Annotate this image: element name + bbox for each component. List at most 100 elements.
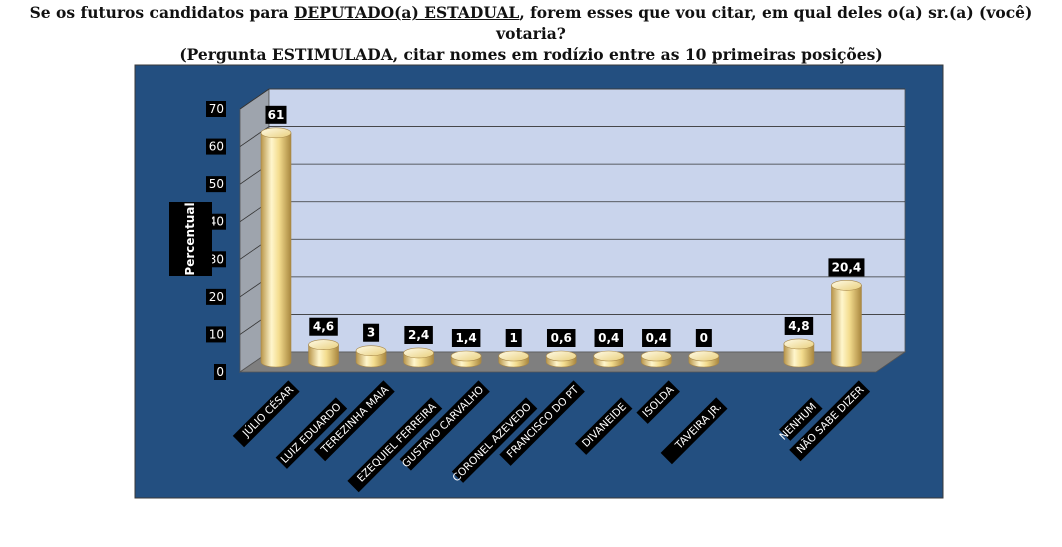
y-tick-label-bg bbox=[206, 138, 226, 155]
y-tick-label: 60 bbox=[209, 140, 224, 154]
y-tick-label: 70 bbox=[209, 102, 224, 116]
x-tick-label-bg bbox=[660, 397, 728, 465]
data-label-text: 3 bbox=[367, 326, 375, 340]
y-tick-label-bg bbox=[214, 364, 226, 380]
data-label: 0,4 bbox=[594, 329, 624, 347]
bar-series bbox=[260, 127, 862, 368]
x-tick-label-bg bbox=[347, 397, 443, 493]
question-title: Se os futuros candidatos para DEPUTADO(a… bbox=[0, 2, 1062, 65]
y-tick-label-bg bbox=[206, 176, 226, 193]
data-label: 4,6 bbox=[309, 317, 338, 336]
bar bbox=[308, 339, 339, 368]
bar-cap bbox=[593, 350, 625, 362]
grid-lines bbox=[239, 88, 905, 335]
bar bbox=[450, 350, 482, 368]
data-label: 1,4 bbox=[451, 329, 481, 347]
data-label: 0,4 bbox=[642, 329, 671, 347]
bar-body bbox=[260, 132, 292, 368]
y-axis-title: Percentual bbox=[169, 202, 212, 276]
data-label-bg bbox=[546, 329, 576, 347]
y-tick-label-bg bbox=[206, 288, 226, 305]
data-label-text: 0,4 bbox=[646, 331, 667, 345]
x-tick-label-bg bbox=[232, 380, 300, 448]
data-label-bg bbox=[695, 329, 712, 347]
x-tick-label-bg bbox=[789, 380, 871, 462]
bar-cap bbox=[403, 347, 434, 359]
y-tick-label-bg bbox=[206, 101, 226, 117]
question-text-start: Se os futuros candidatos para bbox=[29, 3, 294, 22]
x-tick-label-bg bbox=[275, 397, 348, 469]
data-label-text: 0,6 bbox=[551, 331, 572, 345]
bar bbox=[831, 280, 862, 368]
data-label-bg bbox=[594, 329, 624, 347]
data-label-text: 61 bbox=[268, 108, 285, 122]
bar-cap bbox=[260, 127, 292, 139]
bar bbox=[260, 127, 292, 368]
data-label-bg bbox=[309, 317, 338, 336]
bar-cap bbox=[641, 350, 672, 362]
data-labels: 61 4,6 3 2,4 1,4 1 0,6 0,4 0,4 0 4,8 20,4 bbox=[265, 105, 865, 347]
x-tick-label-bg bbox=[399, 380, 490, 471]
bar-body bbox=[831, 285, 862, 368]
data-label-bg bbox=[784, 316, 814, 335]
bar bbox=[688, 350, 720, 368]
data-label-text: 20,4 bbox=[832, 260, 862, 274]
x-tick-label-bg bbox=[451, 397, 538, 483]
bar-cap bbox=[355, 345, 387, 357]
data-label: 0,6 bbox=[546, 329, 576, 347]
data-label-bg bbox=[828, 258, 865, 277]
bar-body bbox=[783, 343, 815, 368]
x-tick-label-bg bbox=[636, 380, 680, 424]
data-label-text: 0,4 bbox=[598, 331, 619, 345]
bar-cap bbox=[783, 338, 815, 350]
bar-cap bbox=[308, 339, 339, 351]
data-label-text: 1 bbox=[510, 331, 518, 345]
bar bbox=[641, 350, 672, 368]
question-text-emphasis: DEPUTADO(a) ESTADUAL bbox=[293, 3, 520, 22]
bar-body bbox=[308, 344, 339, 368]
question-text-end: , forem esses que vou citar, em qual del… bbox=[496, 3, 1033, 43]
data-label-bg bbox=[265, 105, 287, 124]
data-label: 2,4 bbox=[404, 325, 433, 344]
data-label: 0 bbox=[695, 329, 712, 347]
bar bbox=[593, 350, 625, 368]
y-tick-label: 50 bbox=[209, 177, 224, 191]
data-label: 4,8 bbox=[784, 316, 814, 335]
x-tick-label-bg bbox=[779, 397, 823, 441]
data-label-bg bbox=[404, 325, 433, 344]
question-line-2: (Pergunta ESTIMULADA, citar nomes em rod… bbox=[179, 45, 883, 64]
grid-line-side bbox=[239, 88, 270, 110]
y-tick-label: 10 bbox=[209, 327, 224, 341]
data-label-bg bbox=[642, 329, 671, 347]
question-line-1: Se os futuros candidatos para DEPUTADO(a… bbox=[0, 2, 1062, 44]
x-tick-label-bg bbox=[313, 380, 395, 462]
y-tick-label-bg bbox=[206, 326, 226, 343]
y-tick-label: 30 bbox=[209, 252, 224, 266]
y-tick-label: 40 bbox=[209, 215, 224, 229]
bar bbox=[498, 350, 529, 368]
bar-cap bbox=[498, 350, 529, 362]
bar bbox=[783, 338, 815, 368]
data-label-text: 4,8 bbox=[788, 319, 809, 333]
data-label-bg bbox=[451, 329, 481, 347]
plot-back-wall bbox=[268, 88, 906, 353]
x-tick-label-bg bbox=[574, 397, 633, 455]
data-label-text: 2,4 bbox=[408, 328, 429, 342]
y-tick-label: 20 bbox=[209, 290, 224, 304]
data-label: 20,4 bbox=[828, 258, 865, 277]
data-label: 1 bbox=[505, 329, 522, 347]
bar-cap bbox=[545, 350, 577, 362]
bar bbox=[545, 350, 577, 368]
data-label: 3 bbox=[363, 323, 380, 342]
data-label-bg bbox=[363, 323, 380, 342]
bar bbox=[355, 345, 387, 368]
y-axis-label: Percentual bbox=[183, 202, 197, 275]
bar-cap bbox=[688, 350, 720, 362]
data-label-text: 1,4 bbox=[456, 331, 477, 345]
x-tick-label-bg bbox=[499, 380, 585, 466]
data-label-bg bbox=[505, 329, 522, 347]
bar-cap bbox=[831, 280, 862, 291]
bar bbox=[403, 347, 434, 368]
data-label-text: 0 bbox=[700, 331, 708, 345]
y-tick-label: 0 bbox=[216, 365, 224, 379]
